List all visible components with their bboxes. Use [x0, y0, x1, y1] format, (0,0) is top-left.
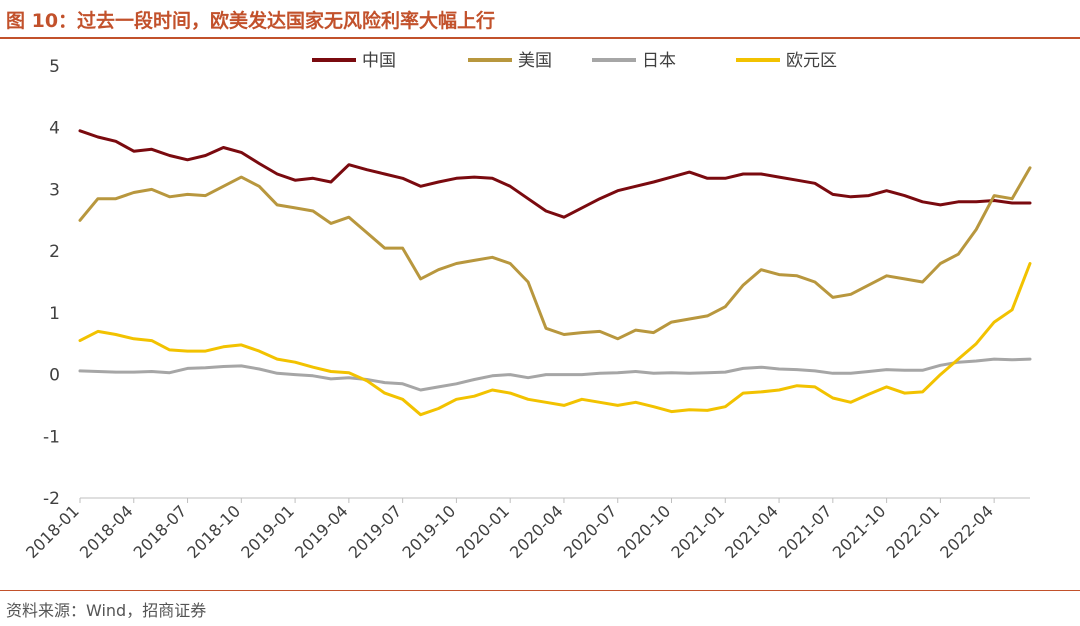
series-line-china: [78, 129, 1032, 219]
y-tick-label: -2: [43, 489, 60, 509]
x-tick-label: 2021-01: [667, 501, 728, 562]
footer-rule: [0, 590, 1080, 591]
x-tick-label: 2018-07: [130, 501, 191, 562]
x-tick-label: 2022-01: [882, 501, 943, 562]
y-tick-label: 3: [49, 180, 60, 200]
x-tick-label: 2019-07: [345, 501, 406, 562]
x-tick-label: 2020-10: [614, 501, 675, 562]
x-tick-label: 2021-07: [775, 501, 836, 562]
legend-label-euro: 欧元区: [786, 51, 837, 71]
chart-title: 图 10：过去一段时间，欧美发达国家无风险利率大幅上行: [6, 10, 496, 32]
x-tick-label: 2020-01: [452, 501, 513, 562]
x-tick-label: 2022-04: [936, 501, 997, 562]
x-tick-label: 2021-04: [721, 501, 782, 562]
x-tick-label: 2020-07: [560, 501, 621, 562]
legend: 中国 美国 日本 欧元区: [312, 51, 837, 71]
legend-label-china: 中国: [362, 51, 396, 71]
series-line-usa: [78, 166, 1032, 341]
x-tick-label: 2018-01: [22, 501, 83, 562]
x-tick-label: 2020-04: [506, 501, 567, 562]
series-line-euro: [78, 262, 1032, 417]
axes: -2-10123452018-012018-042018-072018-1020…: [22, 57, 1030, 562]
y-tick-label: -1: [43, 427, 60, 447]
y-tick-label: 5: [49, 57, 60, 77]
y-tick-label: 2: [49, 242, 60, 262]
x-tick-label: 2018-04: [76, 501, 137, 562]
series-line-japan: [78, 357, 1032, 392]
y-tick-label: 0: [49, 366, 60, 386]
legend-label-japan: 日本: [642, 51, 676, 71]
source-note: 资料来源：Wind，招商证券: [6, 601, 207, 620]
series-lines: [78, 129, 1032, 417]
legend-label-usa: 美国: [518, 51, 552, 71]
x-tick-label: 2019-01: [237, 501, 298, 562]
x-tick-label: 2021-10: [829, 501, 890, 562]
y-tick-label: 4: [49, 119, 60, 139]
x-tick-label: 2019-04: [291, 501, 352, 562]
x-tick-label: 2019-10: [399, 501, 460, 562]
chart-area: -2-10123452018-012018-042018-072018-1020…: [22, 51, 1032, 562]
y-tick-label: 1: [49, 304, 60, 324]
title-rule: [0, 37, 1080, 39]
x-tick-label: 2018-10: [183, 501, 244, 562]
